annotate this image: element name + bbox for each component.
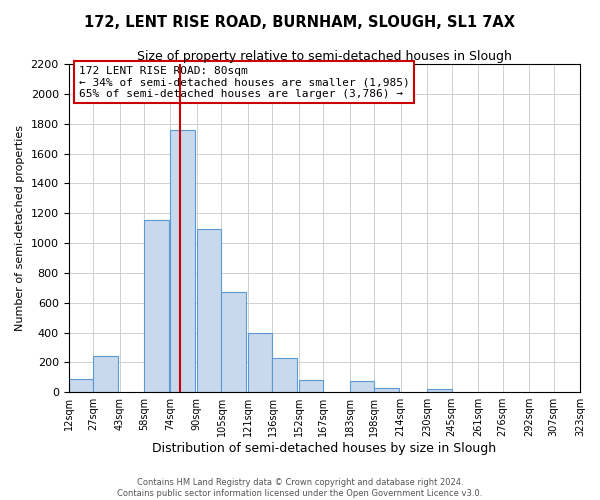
Bar: [272, 358, 297, 392]
Bar: [68, 379, 93, 392]
Bar: [170, 130, 195, 392]
Title: Size of property relative to semi-detached houses in Slough: Size of property relative to semi-detach…: [137, 50, 512, 63]
Y-axis label: Number of semi-detached properties: Number of semi-detached properties: [15, 125, 25, 331]
X-axis label: Distribution of semi-detached houses by size in Slough: Distribution of semi-detached houses by …: [152, 442, 496, 455]
Bar: [350, 381, 374, 392]
Bar: [299, 380, 323, 392]
Bar: [427, 389, 452, 392]
Text: Contains HM Land Registry data © Crown copyright and database right 2024.
Contai: Contains HM Land Registry data © Crown c…: [118, 478, 482, 498]
Bar: [144, 220, 169, 392]
Bar: [248, 332, 272, 392]
Bar: [374, 388, 399, 392]
Bar: [221, 292, 246, 392]
Bar: [93, 356, 118, 392]
Text: 172, LENT RISE ROAD, BURNHAM, SLOUGH, SL1 7AX: 172, LENT RISE ROAD, BURNHAM, SLOUGH, SL…: [85, 15, 515, 30]
Bar: [197, 229, 221, 392]
Text: 172 LENT RISE ROAD: 80sqm
← 34% of semi-detached houses are smaller (1,985)
65% : 172 LENT RISE ROAD: 80sqm ← 34% of semi-…: [79, 66, 410, 99]
